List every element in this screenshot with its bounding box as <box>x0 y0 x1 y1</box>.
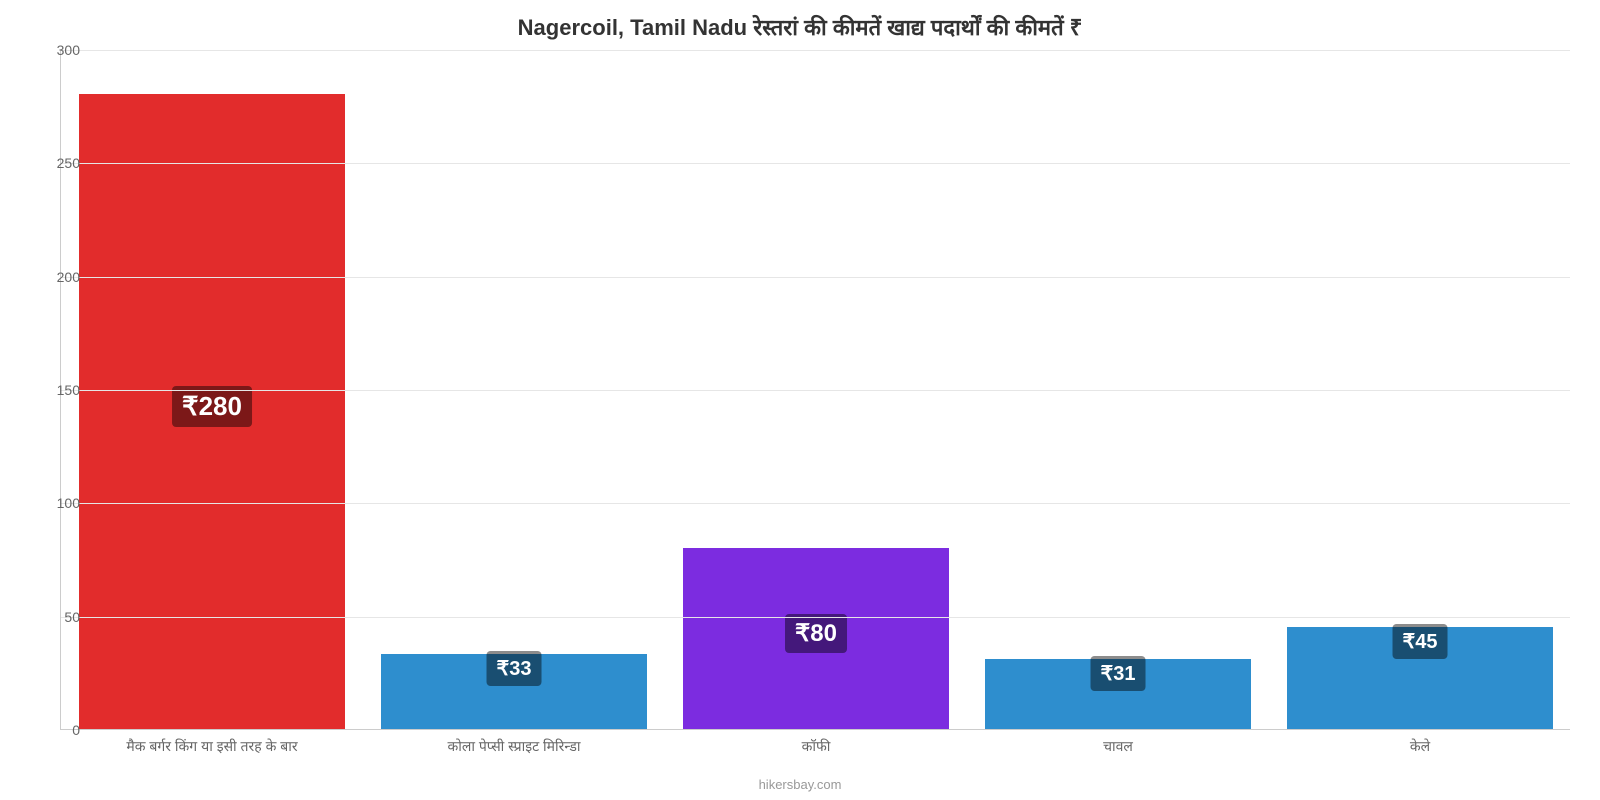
gridline <box>61 277 1570 278</box>
gridline <box>61 390 1570 391</box>
x-tick-label: कॉफी <box>802 737 831 756</box>
plot-area: ₹280₹33₹80₹31₹45 मैक बर्गर किंग या इसी त… <box>60 50 1570 730</box>
chart-title: Nagercoil, Tamil Nadu रेस्तरां की कीमतें… <box>0 12 1600 42</box>
x-tick-label: कोला पेप्सी स्प्राइट मिरिन्डा <box>447 737 580 756</box>
y-tick-label: 300 <box>40 42 80 58</box>
bar-value-label: ₹31 <box>1091 656 1146 691</box>
y-tick-label: 50 <box>40 609 80 625</box>
y-tick-label: 150 <box>40 382 80 398</box>
y-tick-label: 100 <box>40 495 80 511</box>
bar-value-label: ₹280 <box>172 386 252 427</box>
gridline <box>61 617 1570 618</box>
y-tick-label: 200 <box>40 269 80 285</box>
gridline <box>61 163 1570 164</box>
x-tick-label: चावल <box>1103 737 1133 756</box>
chart-container: Nagercoil, Tamil Nadu रेस्तरां की कीमतें… <box>0 0 1600 800</box>
bar-value-label: ₹80 <box>785 614 847 653</box>
gridline <box>61 50 1570 51</box>
x-tick-label: मैक बर्गर किंग या इसी तरह के बार <box>126 737 297 756</box>
x-tick-label: केले <box>1410 737 1430 756</box>
chart-footer: hikersbay.com <box>0 777 1600 792</box>
bar-value-label: ₹33 <box>487 651 542 686</box>
gridline <box>61 503 1570 504</box>
y-tick-label: 250 <box>40 155 80 171</box>
bar-value-label: ₹45 <box>1393 624 1448 659</box>
y-tick-label: 0 <box>40 722 80 738</box>
